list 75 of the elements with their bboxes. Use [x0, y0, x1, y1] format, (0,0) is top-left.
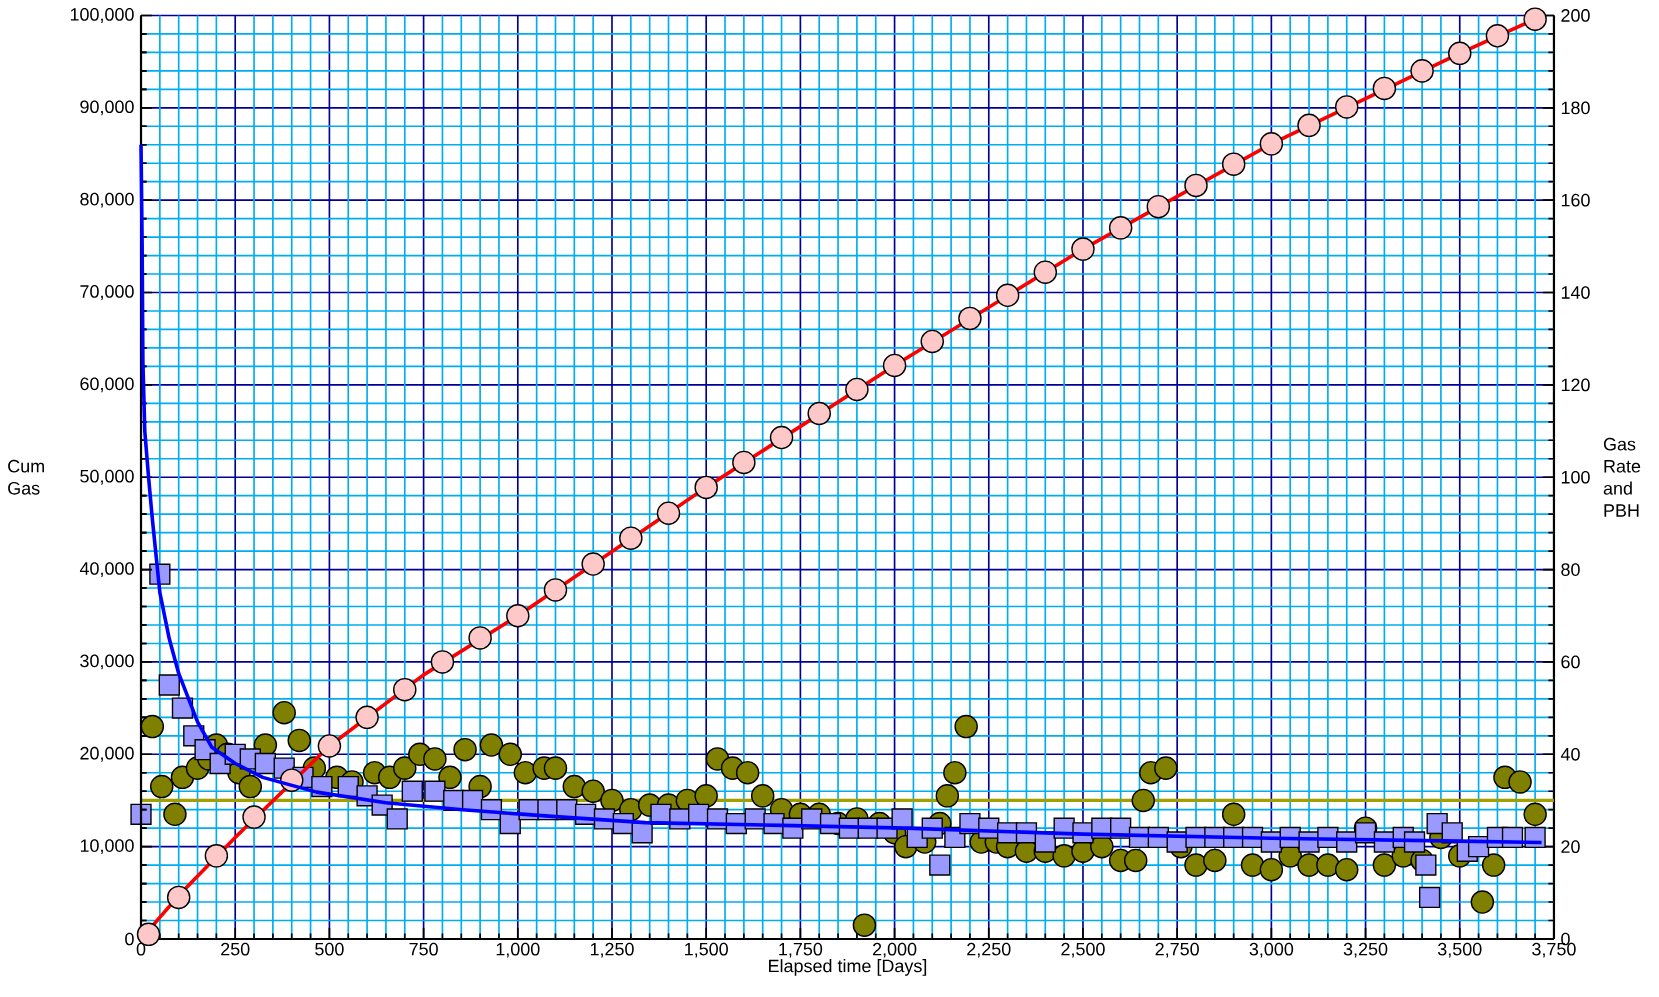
point	[882, 353, 907, 378]
y2-tick-label: 180	[1561, 101, 1590, 115]
y2-tick-label: 140	[1561, 286, 1590, 299]
point	[1410, 59, 1434, 83]
point	[807, 401, 831, 426]
y2-tick-label: 60	[1561, 655, 1580, 669]
point	[619, 526, 643, 550]
point	[656, 501, 681, 525]
point	[1297, 113, 1321, 138]
y2-tick-label: 200	[1561, 9, 1590, 22]
y-tick-label: 10,000	[80, 839, 134, 855]
point	[732, 450, 756, 475]
y-tick-label: 40,000	[79, 562, 134, 577]
x-axis-title: Elapsed time [Days]	[769, 959, 927, 976]
point	[543, 578, 568, 602]
point	[1485, 24, 1510, 48]
point	[1071, 237, 1095, 261]
point	[958, 306, 982, 331]
y2-tick-label: 100	[1561, 470, 1590, 484]
y2-tick-label: 80	[1561, 563, 1580, 576]
point	[1033, 260, 1058, 284]
point	[1259, 132, 1284, 156]
x-tick-label: 2,500	[1061, 942, 1105, 958]
x-tick-label: 1,500	[685, 942, 728, 958]
y2-tick-label: 160	[1561, 193, 1590, 207]
x-tick-label: 500	[315, 942, 344, 956]
point	[1146, 194, 1171, 219]
x-tick-label: 1,250	[590, 942, 634, 958]
y-tick-label: 80,000	[80, 192, 134, 208]
point	[1448, 41, 1472, 66]
x-tick-label: 3,500	[1437, 942, 1482, 958]
point	[581, 552, 605, 576]
y-tick-label: 20,000	[80, 746, 134, 762]
x-tick-label: 750	[409, 942, 438, 956]
point	[1108, 216, 1133, 240]
x-tick-label: 250	[221, 942, 250, 956]
y2-tick-label: 40	[1560, 747, 1580, 761]
x-tick-label: 2,250	[967, 942, 1011, 958]
y-tick-label: 90,000	[80, 100, 134, 116]
y2-tick-label: 20	[1561, 840, 1580, 853]
x-tick-label: 3,000	[1249, 942, 1294, 958]
point	[393, 677, 417, 702]
point	[1334, 95, 1359, 119]
y-tick-label: 70,000	[80, 285, 134, 300]
point	[920, 329, 945, 354]
point	[204, 844, 229, 868]
y-tick-label: 100,000	[70, 8, 134, 23]
y-axis-title: Cum Gas	[8, 459, 44, 495]
x-tick-label: 1,750	[779, 942, 823, 958]
point	[1372, 76, 1397, 101]
point	[1221, 152, 1246, 176]
point	[995, 283, 1020, 308]
point	[430, 650, 455, 674]
y2-tick-label: 120	[1561, 378, 1590, 392]
x-tick-label: 2,000	[873, 942, 917, 958]
y-tick-label: 60,000	[80, 377, 134, 393]
point	[694, 475, 718, 500]
y-tick-label: 0	[125, 932, 134, 946]
point	[1523, 7, 1547, 31]
point	[769, 425, 794, 450]
point	[242, 805, 266, 829]
point	[1184, 173, 1208, 198]
point	[506, 603, 530, 628]
point	[355, 705, 379, 730]
x-tick-label: 0	[136, 942, 146, 956]
x-tick-label: 1,000	[496, 942, 540, 958]
point	[317, 734, 342, 758]
x-tick-label: 3,250	[1343, 942, 1388, 958]
y-tick-label: 50,000	[80, 469, 134, 485]
y-tick-label: 30,000	[80, 654, 134, 670]
point	[845, 377, 869, 402]
point	[468, 626, 492, 650]
y2-axis-title: Gas Rate and PBH	[1603, 437, 1641, 517]
x-tick-label: 2,750	[1155, 942, 1199, 958]
point	[166, 885, 191, 910]
